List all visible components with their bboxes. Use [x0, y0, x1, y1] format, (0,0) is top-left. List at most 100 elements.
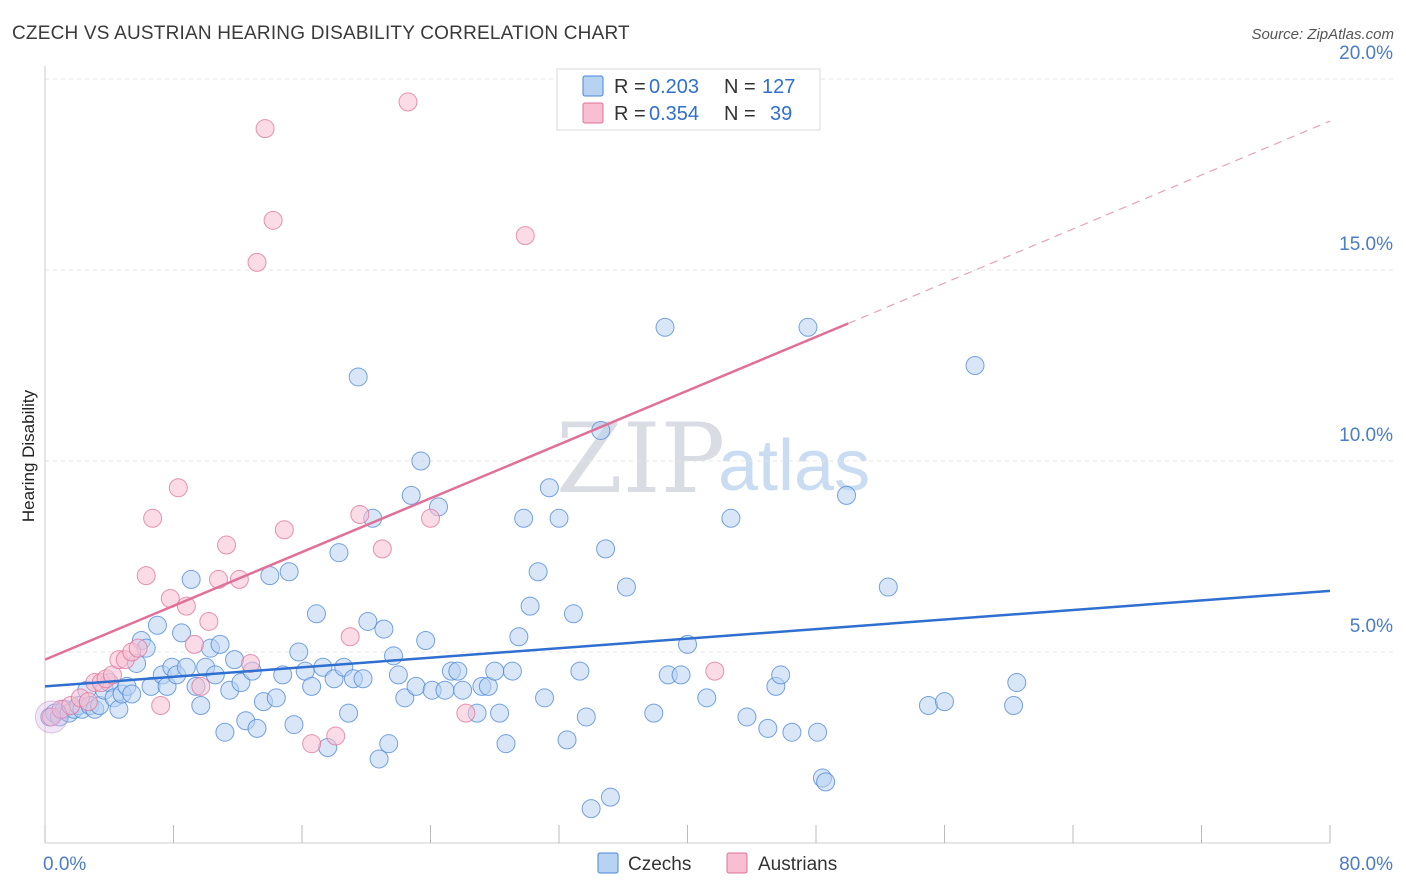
y-axis-label: Hearing Disability	[19, 389, 38, 522]
point-czechs-98	[576, 707, 596, 727]
bottom-legend-label-austrians: Austrians	[758, 854, 837, 875]
top-legend: R = 0.203 N = 127 R = 0.354 N = 39	[556, 68, 821, 131]
point-austrians-37	[456, 703, 476, 723]
point-czechs-28	[172, 623, 192, 643]
point-czechs-110	[721, 508, 741, 528]
point-austrians-20	[191, 676, 211, 696]
point-czechs-121	[878, 577, 898, 597]
point-czechs-123	[935, 692, 954, 712]
point-austrians-21	[199, 611, 219, 631]
point-czechs-124	[965, 356, 985, 375]
watermark-zip: ZIP	[556, 403, 725, 515]
point-austrians-26	[247, 252, 267, 272]
bottom-legend: Czechs Austrians	[597, 852, 837, 875]
legend-r-value-czechs: 0.203	[649, 76, 699, 98]
point-czechs-71	[401, 485, 421, 505]
point-czechs-117	[808, 722, 828, 742]
point-austrians-38	[515, 226, 535, 246]
point-austrians-12	[128, 638, 148, 658]
point-czechs-65	[369, 749, 389, 769]
point-czechs-119	[816, 772, 836, 792]
legend-swatch-czechs	[582, 75, 604, 97]
point-czechs-57	[329, 543, 349, 563]
legend-n-label-austrians: N =	[724, 103, 756, 125]
trend-lines	[44, 120, 1331, 688]
point-austrians-17	[168, 478, 188, 498]
chart-title: CZECH VS AUSTRIAN HEARING DISABILITY COR…	[12, 23, 630, 44]
point-czechs-52	[302, 676, 322, 696]
point-austrians-30	[302, 734, 322, 754]
point-austrians-34	[372, 539, 392, 559]
point-austrians-28	[263, 210, 283, 230]
point-czechs-120	[837, 485, 857, 505]
point-czechs-112	[758, 718, 778, 738]
point-czechs-66	[374, 619, 394, 639]
y-tick-label-2: 15.0%	[1339, 234, 1393, 255]
point-czechs-104	[644, 703, 664, 723]
point-czechs-102	[600, 787, 620, 807]
point-czechs-125	[1004, 695, 1024, 715]
y-tick-label-3: 20.0%	[1339, 43, 1393, 64]
point-czechs-72	[406, 676, 426, 696]
point-czechs-37	[215, 722, 235, 742]
chart-source: Source: ZipAtlas.com	[1251, 26, 1394, 43]
point-czechs-126	[1007, 673, 1027, 693]
y-tick-label-0: 5.0%	[1350, 616, 1393, 637]
legend-n-value-czechs: 127	[762, 76, 795, 98]
point-czechs-92	[535, 688, 555, 708]
data-points	[34, 92, 1027, 819]
point-czechs-59	[339, 703, 359, 723]
point-czechs-30	[181, 569, 201, 589]
point-czechs-79	[448, 661, 468, 681]
point-czechs-107	[671, 665, 691, 685]
point-czechs-86	[496, 734, 516, 754]
point-czechs-61	[348, 367, 368, 387]
point-czechs-40	[231, 673, 251, 693]
bottom-legend-label-czechs: Czechs	[628, 854, 691, 875]
x-tick-labels: 0.0% 80.0%	[43, 854, 1393, 875]
point-czechs-36	[210, 634, 230, 654]
point-czechs-70	[395, 688, 415, 708]
point-czechs-84	[485, 661, 505, 681]
point-austrians-25	[241, 653, 261, 673]
point-czechs-109	[697, 688, 717, 708]
point-czechs-63	[358, 611, 378, 631]
legend-n-label-czechs: N =	[724, 76, 756, 98]
point-czechs-46	[266, 688, 286, 708]
watermark: ZIP atlas	[556, 403, 870, 515]
point-czechs-18	[122, 684, 142, 704]
point-czechs-50	[289, 642, 309, 662]
y-tick-label-1: 10.0%	[1339, 425, 1393, 446]
point-czechs-67	[379, 734, 399, 754]
series-austrians	[41, 92, 725, 754]
point-czechs-49	[284, 715, 304, 735]
legend-swatch-austrians	[582, 102, 604, 124]
point-czechs-101	[596, 539, 616, 559]
point-czechs-80	[453, 680, 473, 700]
point-czechs-89	[514, 508, 534, 528]
legend-r-value-austrians: 0.354	[649, 103, 699, 125]
point-czechs-88	[509, 627, 529, 647]
point-austrians-31	[326, 726, 346, 746]
trend-line-austrians	[44, 322, 849, 661]
point-czechs-87	[502, 661, 522, 681]
point-czechs-73	[411, 451, 431, 471]
point-austrians-39	[705, 661, 725, 681]
point-czechs-69	[388, 665, 408, 685]
trend-line-czechs	[44, 589, 1331, 688]
y-tick-labels: 5.0% 10.0% 15.0% 20.0%	[1339, 43, 1393, 637]
point-czechs-103	[616, 577, 636, 597]
point-austrians-29	[274, 520, 294, 540]
point-czechs-62	[353, 669, 373, 689]
legend-n-value-austrians: 39	[770, 103, 792, 125]
point-czechs-99	[581, 799, 601, 819]
axes	[44, 66, 1331, 844]
point-czechs-93	[539, 478, 559, 498]
x-tick-label-1: 80.0%	[1339, 854, 1393, 875]
point-czechs-85	[490, 703, 510, 723]
point-austrians-23	[217, 535, 237, 555]
point-czechs-96	[563, 604, 583, 624]
point-austrians-15	[151, 695, 171, 715]
point-czechs-116	[798, 317, 818, 337]
